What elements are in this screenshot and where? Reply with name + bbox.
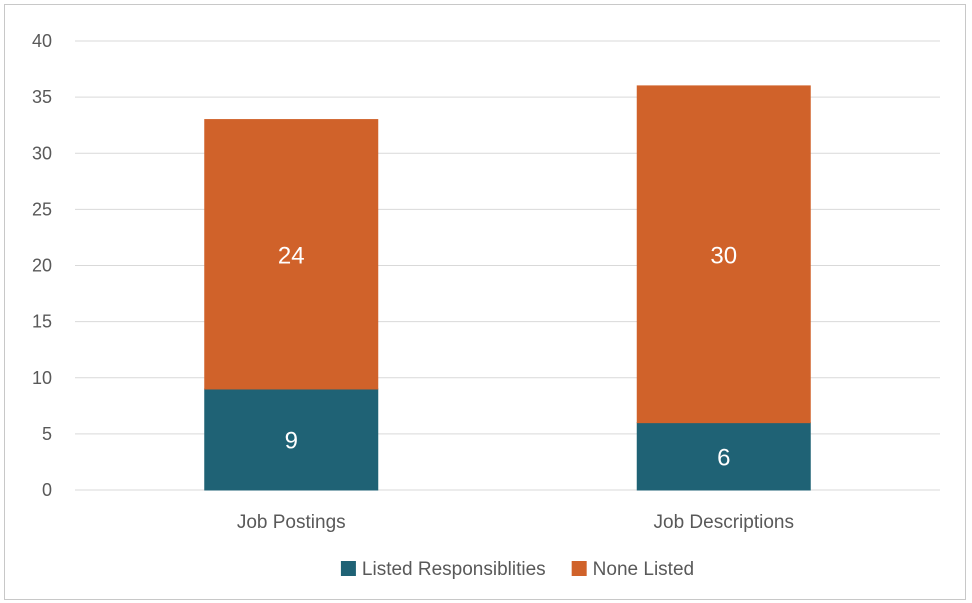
y-tick-label: 10 (32, 368, 52, 388)
legend-swatch (340, 561, 356, 576)
y-tick-label: 5 (42, 424, 52, 444)
y-tick-label: 20 (32, 256, 52, 276)
y-tick-label: 35 (32, 87, 52, 107)
y-tick-label: 40 (32, 31, 52, 51)
x-axis: Job Postings Job Descriptions (237, 512, 794, 533)
legend-label: Listed Responsiblities (362, 559, 546, 580)
legend-label: None Listed (593, 559, 694, 580)
data-label: 30 (710, 242, 737, 269)
legend: Listed Responsiblities None Listed (340, 559, 694, 580)
y-tick-label: 25 (32, 199, 52, 219)
y-tick-label: 15 (32, 312, 52, 332)
bars: 9 24 6 30 (204, 85, 811, 491)
x-category-label: Job Postings (237, 512, 346, 533)
y-tick-label: 30 (32, 143, 52, 163)
x-category-label: Job Descriptions (654, 512, 794, 533)
data-label: 6 (717, 444, 730, 471)
bar (204, 388, 379, 491)
data-label: 24 (278, 242, 305, 269)
y-tick-label: 0 (42, 480, 52, 500)
legend-swatch (571, 561, 587, 576)
bar (636, 422, 811, 491)
bar (636, 85, 811, 424)
y-axis: 0 5 10 15 20 25 30 35 40 (32, 31, 52, 500)
data-label: 9 (285, 427, 298, 454)
bar (204, 119, 379, 390)
